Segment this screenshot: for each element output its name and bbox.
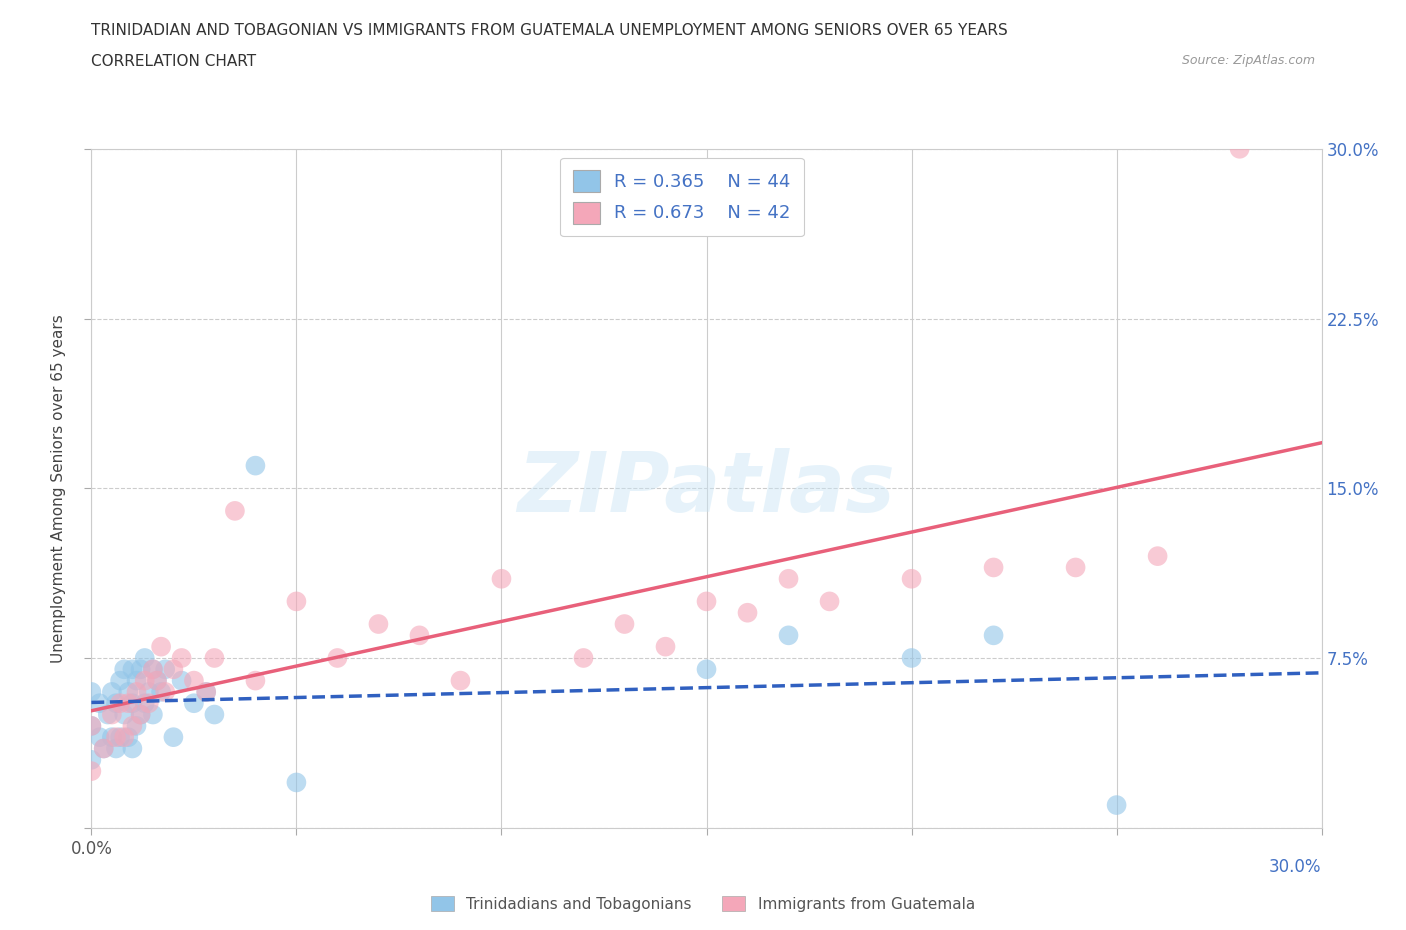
Point — [129, 707, 152, 722]
Point — [900, 571, 922, 586]
Point — [146, 673, 169, 688]
Point — [408, 628, 430, 643]
Point — [142, 707, 165, 722]
Point — [695, 594, 717, 609]
Point — [121, 696, 143, 711]
Point — [108, 673, 131, 688]
Point — [613, 617, 636, 631]
Point — [900, 651, 922, 666]
Point — [449, 673, 471, 688]
Point — [129, 662, 152, 677]
Y-axis label: Unemployment Among Seniors over 65 years: Unemployment Among Seniors over 65 years — [51, 314, 66, 662]
Point — [134, 651, 156, 666]
Point — [80, 764, 103, 778]
Point — [112, 730, 135, 745]
Point — [367, 617, 389, 631]
Point — [101, 684, 124, 699]
Point — [162, 662, 184, 677]
Legend: Trinidadians and Tobagonians, Immigrants from Guatemala: Trinidadians and Tobagonians, Immigrants… — [425, 889, 981, 918]
Point — [1064, 560, 1087, 575]
Point — [142, 662, 165, 677]
Point — [112, 662, 135, 677]
Point — [1105, 798, 1128, 813]
Point — [142, 662, 165, 677]
Point — [778, 628, 800, 643]
Point — [695, 662, 717, 677]
Point — [134, 673, 156, 688]
Legend: R = 0.365    N = 44, R = 0.673    N = 42: R = 0.365 N = 44, R = 0.673 N = 42 — [561, 158, 803, 236]
Point — [202, 707, 225, 722]
Point — [125, 684, 148, 699]
Point — [112, 707, 135, 722]
Point — [285, 594, 308, 609]
Point — [138, 684, 160, 699]
Point — [105, 741, 127, 756]
Text: 30.0%: 30.0% — [1270, 858, 1322, 876]
Point — [1229, 141, 1251, 156]
Point — [818, 594, 841, 609]
Point — [491, 571, 513, 586]
Point — [121, 718, 143, 733]
Point — [245, 673, 267, 688]
Point — [654, 639, 676, 654]
Point — [105, 696, 127, 711]
Point — [778, 571, 800, 586]
Point — [80, 718, 103, 733]
Point — [170, 673, 193, 688]
Point — [80, 752, 103, 767]
Point — [195, 684, 218, 699]
Point — [80, 718, 103, 733]
Point — [285, 775, 308, 790]
Point — [170, 651, 193, 666]
Point — [97, 707, 120, 722]
Point — [983, 628, 1005, 643]
Point — [572, 651, 595, 666]
Point — [326, 651, 349, 666]
Text: TRINIDADIAN AND TOBAGONIAN VS IMMIGRANTS FROM GUATEMALA UNEMPLOYMENT AMONG SENIO: TRINIDADIAN AND TOBAGONIAN VS IMMIGRANTS… — [91, 23, 1008, 38]
Point — [737, 605, 759, 620]
Point — [101, 730, 124, 745]
Point — [183, 673, 205, 688]
Point — [125, 673, 148, 688]
Point — [89, 696, 111, 711]
Text: Source: ZipAtlas.com: Source: ZipAtlas.com — [1181, 54, 1315, 67]
Point — [89, 730, 111, 745]
Point — [134, 696, 156, 711]
Point — [105, 730, 127, 745]
Point — [108, 696, 131, 711]
Point — [150, 684, 173, 699]
Point — [202, 651, 225, 666]
Point — [117, 696, 139, 711]
Point — [117, 684, 139, 699]
Point — [125, 718, 148, 733]
Point — [101, 707, 124, 722]
Text: ZIPatlas: ZIPatlas — [517, 447, 896, 529]
Point — [195, 684, 218, 699]
Point — [146, 673, 169, 688]
Point — [138, 696, 160, 711]
Point — [150, 639, 173, 654]
Point — [108, 730, 131, 745]
Point — [1146, 549, 1168, 564]
Point — [983, 560, 1005, 575]
Text: CORRELATION CHART: CORRELATION CHART — [91, 54, 256, 69]
Point — [162, 730, 184, 745]
Point — [117, 730, 139, 745]
Point — [129, 707, 152, 722]
Point — [121, 741, 143, 756]
Point — [224, 503, 246, 518]
Point — [93, 741, 115, 756]
Point — [153, 662, 177, 677]
Point — [121, 662, 143, 677]
Point — [153, 684, 177, 699]
Point — [245, 458, 267, 473]
Point — [80, 684, 103, 699]
Point — [183, 696, 205, 711]
Point — [93, 741, 115, 756]
